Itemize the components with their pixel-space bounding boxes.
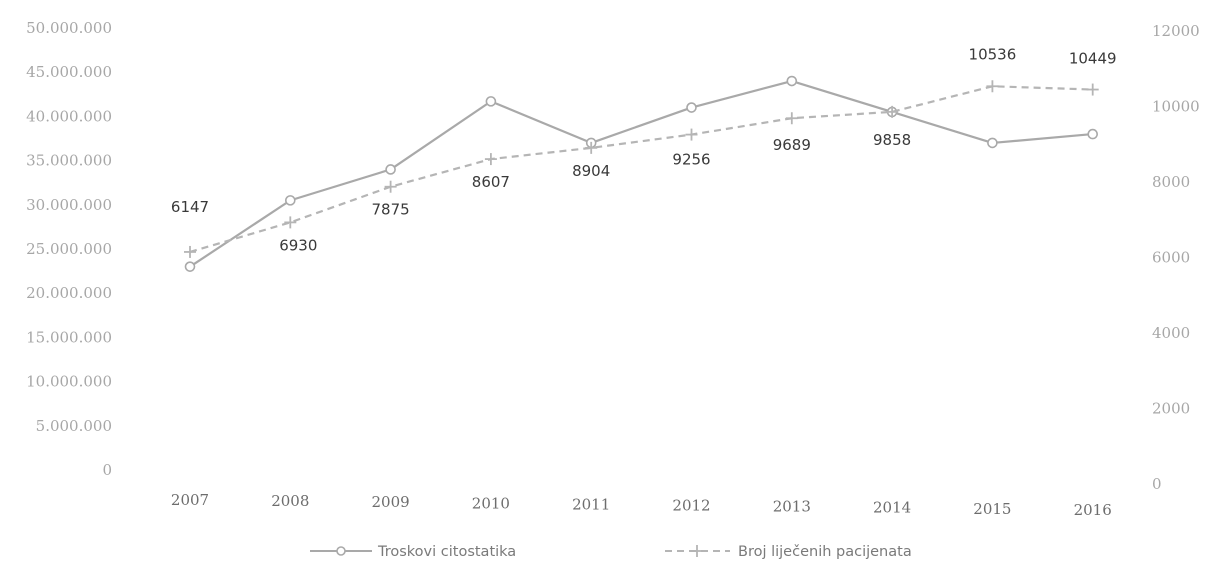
left-axis-tick-label: 20.000.000 <box>26 284 112 302</box>
data-labels: 6147 6930 7875 8607 8904 9256 9689 9858 10536 104… <box>171 45 1117 254</box>
data-label-patients: 9858 <box>873 131 911 149</box>
x-axis-tick-label: 2013 <box>773 498 811 516</box>
left-y-axis: 0 5.000.000 10.000.000 15.000.000 20.000.000… <box>26 19 112 479</box>
right-axis-tick-label: 4000 <box>1152 324 1190 342</box>
data-point-costs <box>987 137 998 149</box>
legend-item-patients: Broj liječenih pacijenata <box>665 544 912 560</box>
left-axis-tick-label: 0 <box>102 461 112 479</box>
left-axis-tick-label: 40.000.000 <box>26 107 112 125</box>
x-axis-tick-label: 2009 <box>372 493 410 511</box>
data-point-patients <box>785 112 798 125</box>
data-label-patients: 6147 <box>171 198 209 216</box>
data-label-patients: 9689 <box>773 136 811 154</box>
x-axis-tick-label: 2015 <box>973 500 1011 518</box>
left-axis-tick-label: 10.000.000 <box>26 373 112 391</box>
left-axis-tick-label: 25.000.000 <box>26 240 112 258</box>
data-point-patients <box>184 245 196 258</box>
x-axis-tick-label: 2011 <box>572 495 610 513</box>
data-label-patients: 7875 <box>372 201 410 219</box>
data-point-costs <box>284 195 296 206</box>
legend-item-costs: Troskovi citostatika <box>310 544 516 560</box>
data-label-patients: 10536 <box>969 45 1017 63</box>
right-axis-tick-label: 6000 <box>1152 249 1190 267</box>
data-point-costs <box>485 96 497 107</box>
right-axis-tick-label: 8000 <box>1152 173 1190 191</box>
legend-label-costs: Troskovi citostatika <box>377 544 516 560</box>
data-label-patients: 8904 <box>572 162 610 180</box>
data-point-costs <box>385 164 396 175</box>
left-axis-tick-label: 30.000.000 <box>26 196 112 214</box>
right-axis-tick-label: 10000 <box>1152 98 1200 116</box>
left-axis-tick-label: 50.000.000 <box>26 19 112 37</box>
x-axis-tick-label: 2014 <box>873 499 911 517</box>
data-point-costs <box>1087 128 1098 140</box>
data-point-patients <box>384 180 397 193</box>
data-point-costs <box>686 102 697 113</box>
right-axis-tick-label: 2000 <box>1152 400 1190 418</box>
legend-marker-patients <box>691 545 703 557</box>
data-label-patients: 9256 <box>672 151 710 169</box>
right-axis-tick-label: 12000 <box>1152 22 1200 40</box>
x-axis-tick-label: 2016 <box>1074 501 1112 519</box>
series-layer <box>184 75 1099 272</box>
left-axis-tick-label: 5.000.000 <box>36 417 112 435</box>
legend-label-patients: Broj liječenih pacijenata <box>738 544 912 560</box>
left-axis-tick-label: 15.000.000 <box>26 328 112 346</box>
data-point-costs <box>786 75 798 87</box>
left-axis-tick-label: 45.000.000 <box>26 63 112 81</box>
data-label-patients: 10449 <box>1069 50 1117 68</box>
x-axis: 2007 2008 2009 2010 2011 2012 2013 2014 2015 2016 <box>171 491 1112 519</box>
x-axis-tick-label: 2008 <box>271 492 309 510</box>
series-line-patients <box>189 85 1093 254</box>
data-point-costs <box>184 261 196 272</box>
legend: Troskovi citostatika Broj liječenih paci… <box>310 544 912 560</box>
series-line-costs <box>189 79 1093 268</box>
x-axis-tick-label: 2012 <box>672 497 710 515</box>
data-point-patients <box>284 216 297 229</box>
data-point-patients <box>484 153 497 166</box>
legend-marker-costs <box>336 546 346 556</box>
data-point-patients <box>986 80 999 93</box>
data-point-patients <box>585 141 598 154</box>
x-axis-tick-label: 2007 <box>171 491 209 509</box>
data-point-patients <box>685 128 698 141</box>
right-y-axis: 0 2000 4000 6000 8000 10000 12000 <box>1152 22 1200 493</box>
data-label-patients: 6930 <box>279 236 317 254</box>
left-axis-tick-label: 35.000.000 <box>26 152 112 170</box>
data-point-patients <box>886 105 899 118</box>
x-axis-tick-label: 2010 <box>472 494 510 512</box>
data-label-patients: 8607 <box>472 173 510 191</box>
data-point-patients <box>1086 83 1099 96</box>
right-axis-tick-label: 0 <box>1152 475 1162 493</box>
